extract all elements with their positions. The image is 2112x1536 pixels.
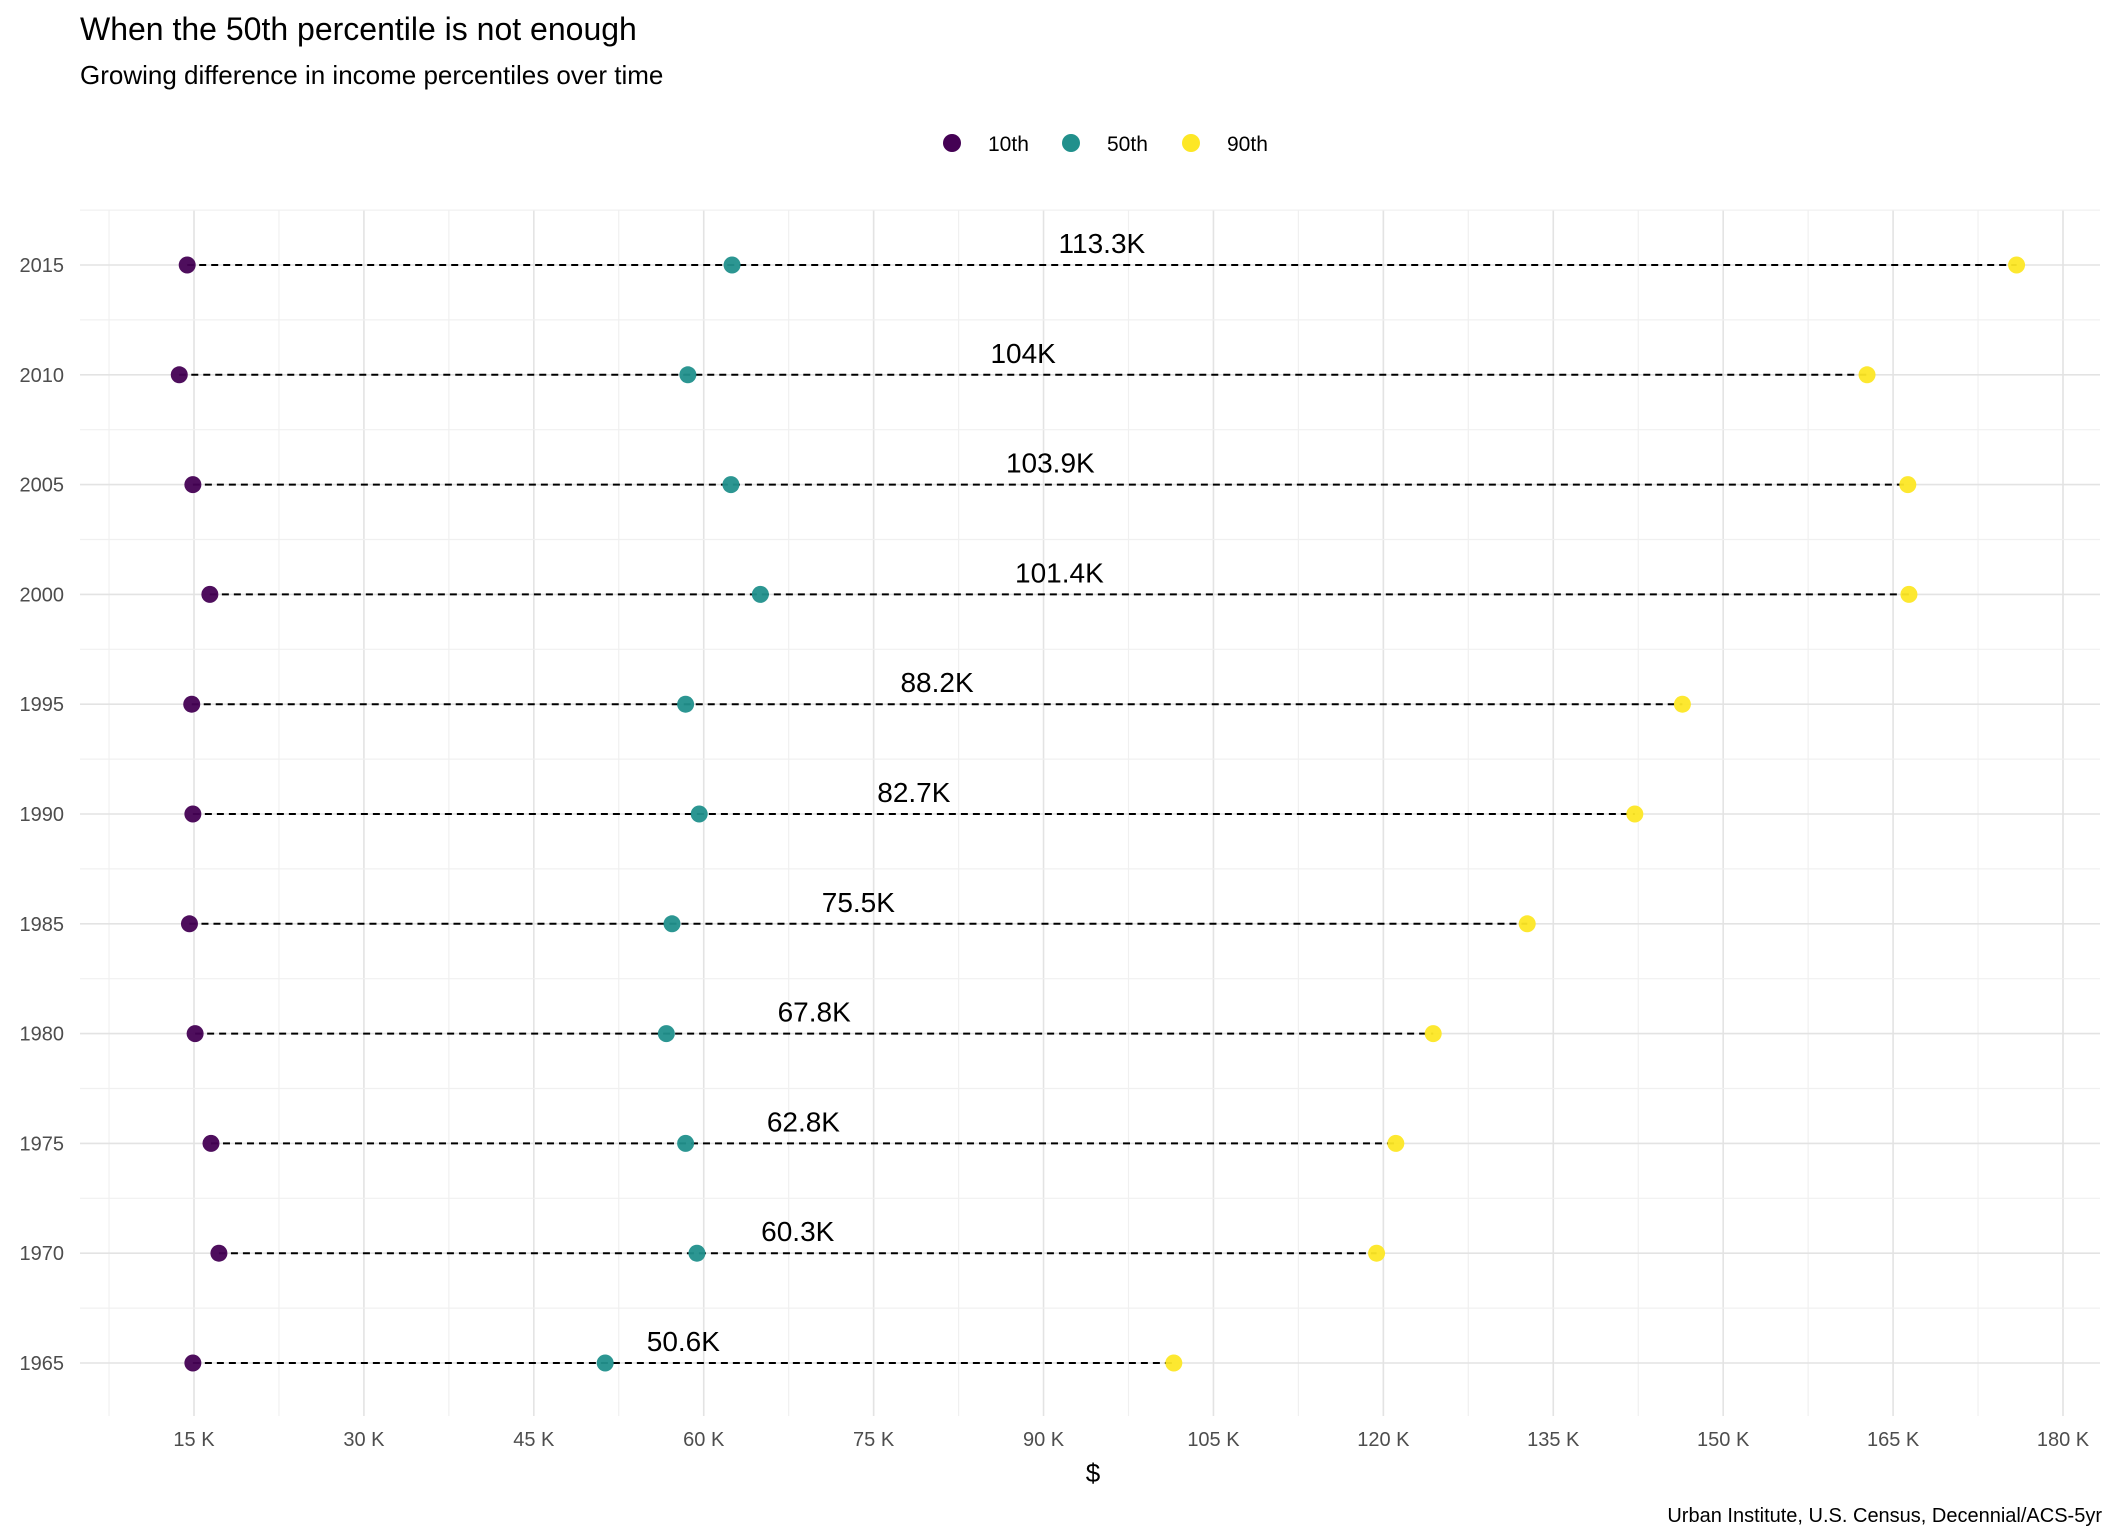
y-tick-label-2015: 2015 — [20, 255, 65, 277]
point-50th-1970 — [688, 1244, 706, 1262]
point-90th-1985 — [1518, 915, 1536, 933]
y-tick-label-2005: 2005 — [20, 475, 65, 497]
point-90th-2005 — [1899, 476, 1917, 494]
gap-label-2000: 101.4K — [1015, 557, 1104, 588]
x-tick-label: 75 K — [853, 1429, 895, 1451]
point-10th-2000 — [201, 585, 219, 603]
legend-label-90th: 90th — [1227, 133, 1268, 156]
legend-label-50th: 50th — [1107, 133, 1148, 156]
point-50th-1995 — [677, 695, 695, 713]
point-10th-1995 — [183, 695, 201, 713]
legend-key-10th — [943, 134, 961, 152]
y-tick-label-2000: 2000 — [20, 584, 65, 606]
chart-title: When the 50th percentile is not enough — [80, 11, 637, 47]
x-tick-label: 45 K — [513, 1429, 555, 1451]
point-10th-1990 — [184, 805, 202, 823]
legend-item-50th: 50th — [1062, 133, 1148, 156]
legend-key-50th — [1062, 134, 1080, 152]
point-90th-1970 — [1368, 1244, 1386, 1262]
point-90th-2015 — [2008, 256, 2026, 274]
point-50th-2015 — [723, 256, 741, 274]
x-tick-label: 135 K — [1527, 1429, 1580, 1451]
gap-label-1985: 75.5K — [822, 887, 895, 918]
y-tick-label-2010: 2010 — [20, 365, 65, 387]
point-90th-1995 — [1673, 695, 1691, 713]
gap-label-2010: 104K — [990, 338, 1056, 369]
x-tick-label: 60 K — [683, 1429, 725, 1451]
x-tick-label: 150 K — [1697, 1429, 1750, 1451]
gap-label-1970: 60.3K — [761, 1216, 834, 1247]
connector-lines — [179, 264, 2017, 1364]
point-10th-2010 — [170, 366, 188, 384]
point-90th-1975 — [1387, 1134, 1405, 1152]
point-50th-2010 — [679, 366, 697, 384]
legend-label-10th: 10th — [988, 133, 1029, 156]
y-tick-label-1985: 1985 — [20, 914, 65, 936]
point-50th-1975 — [677, 1134, 695, 1152]
point-10th-1965 — [184, 1354, 202, 1372]
legend: 10th 50th 90th — [943, 133, 1268, 156]
point-10th-2005 — [184, 476, 202, 494]
gap-label-1965: 50.6K — [647, 1326, 720, 1357]
chart-subtitle: Growing difference in income percentiles… — [80, 60, 663, 90]
point-50th-1980 — [657, 1025, 675, 1043]
gap-label-2005: 103.9K — [1006, 448, 1095, 479]
point-10th-1975 — [202, 1134, 220, 1152]
y-tick-label-1975: 1975 — [20, 1133, 65, 1155]
gap-label-1975: 62.8K — [767, 1106, 840, 1137]
grid — [80, 209, 2100, 1416]
gap-label-1995: 88.2K — [900, 667, 973, 698]
gap-label-2015: 113.3K — [1059, 228, 1146, 259]
y-tick-label-1970: 1970 — [20, 1243, 65, 1265]
y-tick-label-1980: 1980 — [20, 1024, 65, 1046]
point-50th-1990 — [690, 805, 708, 823]
legend-key-90th — [1182, 134, 1200, 152]
point-90th-1965 — [1165, 1354, 1183, 1372]
point-50th-2005 — [722, 476, 740, 494]
point-50th-2000 — [751, 585, 769, 603]
point-90th-1980 — [1424, 1025, 1442, 1043]
x-tick-label: 180 K — [2037, 1429, 2090, 1451]
gap-label-1990: 82.7K — [877, 777, 950, 808]
gap-labels: 50.6K 60.3K 62.8K 67.8K 75.5K 82.7K 88.2K 101.4… — [647, 228, 1146, 1357]
point-50th-1985 — [663, 915, 681, 933]
x-tick-label: 120 K — [1357, 1429, 1410, 1451]
x-tick-label: 105 K — [1187, 1429, 1240, 1451]
data-points — [170, 256, 2026, 1372]
y-tick-label-1990: 1990 — [20, 804, 65, 826]
legend-item-10th: 10th — [943, 133, 1029, 156]
x-axis-title: $ — [1086, 1458, 1101, 1488]
chart-caption: Urban Institute, U.S. Census, Decennial/… — [1667, 1505, 2102, 1527]
point-90th-2010 — [1858, 366, 1876, 384]
point-10th-1985 — [180, 915, 198, 933]
y-tick-label-1995: 1995 — [20, 694, 65, 716]
point-90th-1990 — [1626, 805, 1644, 823]
x-tick-label: 15 K — [173, 1429, 215, 1451]
point-10th-1970 — [210, 1244, 228, 1262]
y-tick-label-1965: 1965 — [20, 1353, 65, 1375]
point-50th-1965 — [596, 1354, 614, 1372]
point-10th-2015 — [178, 256, 196, 274]
gap-label-1980: 67.8K — [778, 997, 851, 1028]
point-90th-2000 — [1900, 585, 1918, 603]
x-tick-label: 30 K — [343, 1429, 385, 1451]
axes: 1965 1970 1975 1980 1985 1990 1995 2000 2005 2010… — [20, 255, 2090, 1451]
x-tick-label: 90 K — [1023, 1429, 1065, 1451]
point-10th-1980 — [186, 1025, 204, 1043]
legend-item-90th: 90th — [1182, 133, 1268, 156]
x-tick-label: 165 K — [1867, 1429, 1920, 1451]
